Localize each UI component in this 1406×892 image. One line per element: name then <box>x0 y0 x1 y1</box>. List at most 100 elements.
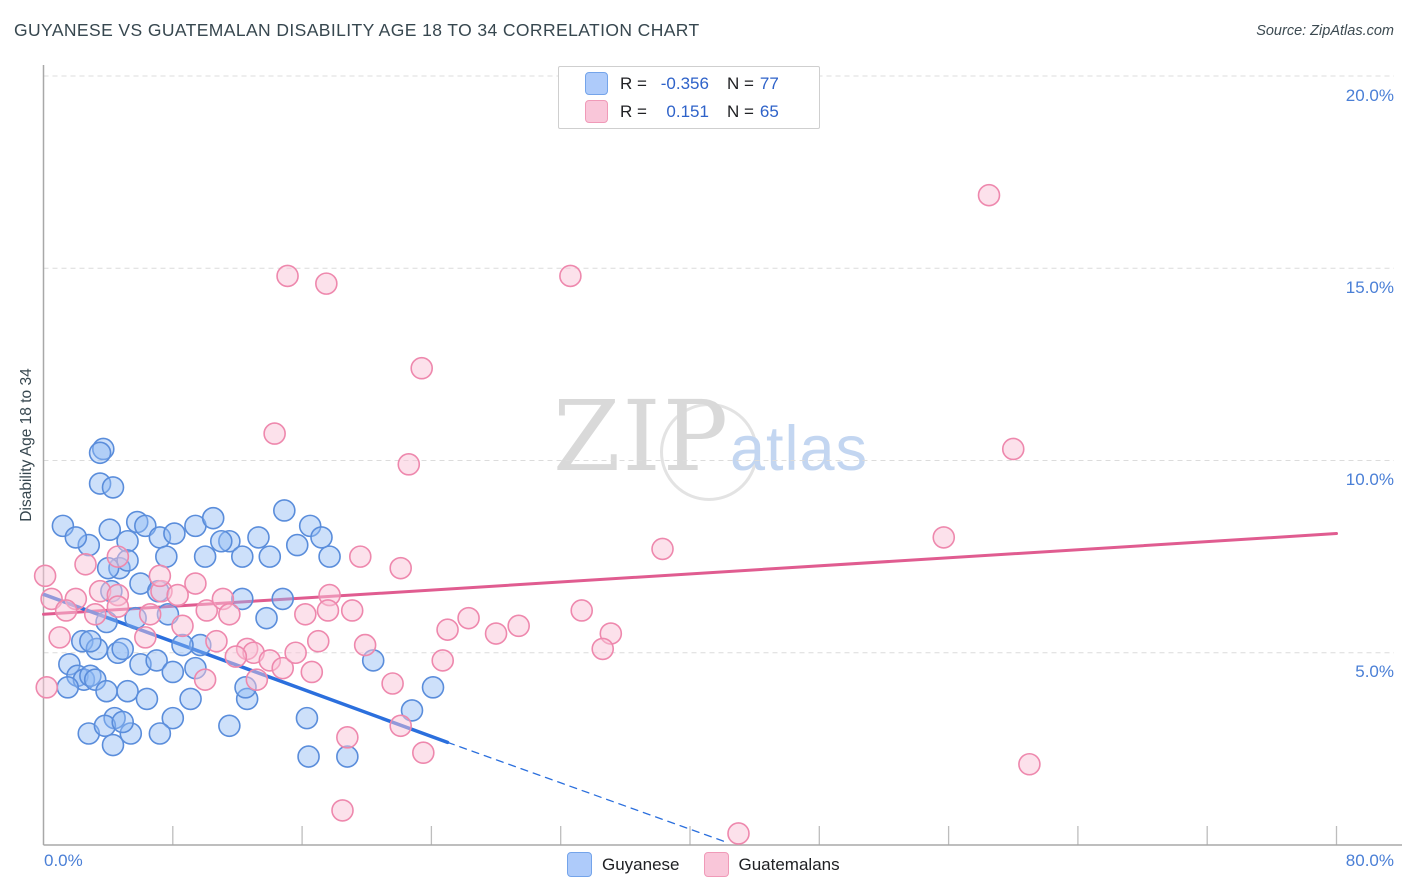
guyanese-point[interactable] <box>58 652 81 676</box>
guyanese-point[interactable] <box>273 499 296 522</box>
guatemalan-point[interactable] <box>184 572 207 595</box>
guatemalan-point[interactable] <box>436 618 459 641</box>
guyanese-point[interactable] <box>155 545 178 568</box>
guatemalan-point[interactable] <box>932 526 956 549</box>
guyanese-point[interactable] <box>400 699 424 722</box>
guatemalan-point[interactable] <box>276 264 299 288</box>
guatemalan-point[interactable] <box>54 599 78 622</box>
guyanese-point[interactable] <box>135 687 159 711</box>
guatemalan-point[interactable] <box>348 545 372 568</box>
guatemalan-point[interactable] <box>397 453 421 476</box>
guatemalan-point[interactable] <box>1001 437 1025 461</box>
guatemalan-point[interactable] <box>48 626 71 649</box>
guyanese-point[interactable] <box>271 587 295 611</box>
guyanese-point[interactable] <box>163 522 186 545</box>
guyanese-point[interactable] <box>285 533 309 557</box>
guatemalan-point[interactable] <box>410 356 434 380</box>
guatemalan-point[interactable] <box>134 626 157 649</box>
guyanese-point[interactable] <box>83 668 107 691</box>
guyanese-point[interactable] <box>255 606 278 630</box>
guatemalan-point[interactable] <box>195 599 219 622</box>
guatemalan-point[interactable] <box>353 633 377 657</box>
guyanese-point[interactable] <box>111 710 134 734</box>
guatemalan-point[interactable] <box>294 602 317 626</box>
guyanese-point[interactable] <box>88 441 112 465</box>
guatemalan-point[interactable] <box>977 183 1001 207</box>
guatemalan-point[interactable] <box>263 422 286 445</box>
guatemalan-point[interactable] <box>245 668 269 691</box>
guyanese-point[interactable] <box>336 745 359 768</box>
guatemalan-point[interactable] <box>284 641 307 665</box>
guyanese-point[interactable] <box>116 679 139 703</box>
guatemalan-point[interactable] <box>315 272 338 295</box>
guyanese-point[interactable] <box>98 518 122 542</box>
guyanese-point[interactable] <box>79 629 102 653</box>
guyanese-point[interactable] <box>119 722 143 745</box>
guatemalan-point[interactable] <box>412 741 435 765</box>
guatemalan-point[interactable] <box>205 629 228 653</box>
guyanese-point[interactable] <box>193 545 217 568</box>
guatemalan-point[interactable] <box>651 537 674 561</box>
guatemalan-point[interactable] <box>171 614 194 638</box>
guyanese-point[interactable] <box>64 526 88 549</box>
guatemalan-point[interactable] <box>74 553 97 576</box>
guyanese-point[interactable] <box>88 472 112 495</box>
guatemalan-point[interactable] <box>1018 752 1041 776</box>
guatemalan-point[interactable] <box>83 602 107 626</box>
guatemalan-point[interactable] <box>271 656 295 680</box>
guatemalan-point[interactable] <box>484 622 508 645</box>
guyanese-point[interactable] <box>145 649 168 672</box>
guatemalan-point[interactable] <box>316 599 340 622</box>
guyanese-point[interactable] <box>247 526 270 549</box>
guatemalan-point[interactable] <box>138 602 162 626</box>
guatemalan-point[interactable] <box>559 264 582 288</box>
guatemalan-point[interactable] <box>331 799 354 822</box>
guatemalan-point[interactable] <box>381 672 404 695</box>
guatemalan-point[interactable] <box>306 629 330 653</box>
guatemalan-point[interactable] <box>106 545 130 568</box>
guyanese-point[interactable] <box>218 529 241 553</box>
guyanese-point[interactable] <box>148 722 172 745</box>
guyanese-point[interactable] <box>218 714 241 738</box>
guatemalan-point[interactable] <box>193 668 217 691</box>
guyanese-point[interactable] <box>230 545 254 568</box>
guyanese-point[interactable] <box>295 706 319 730</box>
guyanese-point[interactable] <box>111 637 134 661</box>
guatemalan-point[interactable] <box>340 599 364 622</box>
guyanese-point[interactable] <box>258 545 282 568</box>
guatemalan-point[interactable] <box>389 714 412 738</box>
guyanese-point[interactable] <box>101 733 125 757</box>
guyanese-point[interactable] <box>235 687 259 711</box>
guatemalan-point[interactable] <box>727 822 750 845</box>
guatemalan-point[interactable] <box>591 637 615 661</box>
legend-item-guatemalans[interactable]: Guatemalans <box>703 852 840 877</box>
guatemalan-point[interactable] <box>389 556 412 580</box>
guatemalan-point[interactable] <box>570 599 594 622</box>
guyanese-point[interactable] <box>310 526 333 549</box>
guyanese-point[interactable] <box>298 514 322 538</box>
guyanese-point[interactable] <box>70 629 94 653</box>
guyanese-point[interactable] <box>421 676 445 699</box>
guatemalan-point[interactable] <box>106 595 130 618</box>
legend-item-guyanese[interactable]: Guyanese <box>567 852 680 877</box>
guyanese-point[interactable] <box>101 476 125 499</box>
guatemalan-point[interactable] <box>336 726 359 749</box>
guatemalan-point[interactable] <box>224 645 248 668</box>
guatemalan-point[interactable] <box>431 649 455 672</box>
guatemalan-point[interactable] <box>300 660 324 684</box>
guyanese-point[interactable] <box>161 660 185 684</box>
guatemalan-point[interactable] <box>166 583 189 607</box>
guyanese-point[interactable] <box>92 437 115 461</box>
guatemalan-point[interactable] <box>507 614 530 638</box>
guyanese-point[interactable] <box>179 687 202 711</box>
guatemalan-point[interactable] <box>33 564 57 588</box>
guyanese-point[interactable] <box>93 714 117 738</box>
guyanese-point[interactable] <box>171 633 194 657</box>
guyanese-point[interactable] <box>201 506 225 530</box>
guatemalan-point[interactable] <box>35 676 59 699</box>
guyanese-point[interactable] <box>297 745 320 768</box>
guatemalan-point[interactable] <box>218 602 241 626</box>
guyanese-point[interactable] <box>209 529 233 553</box>
guyanese-point[interactable] <box>318 545 341 568</box>
guyanese-point[interactable] <box>56 676 80 699</box>
